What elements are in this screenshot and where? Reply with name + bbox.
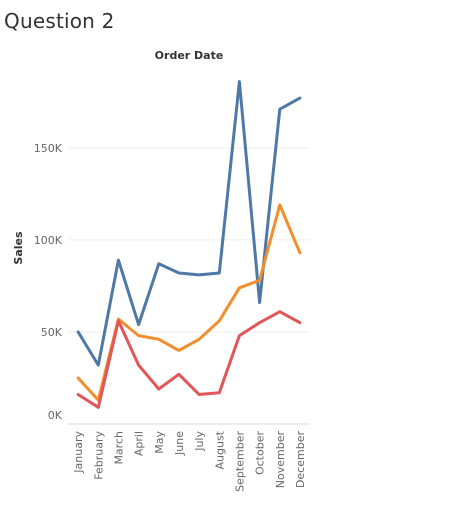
x-tick-label: January bbox=[72, 431, 85, 474]
x-tick-label: November bbox=[274, 431, 287, 489]
chart-title: Order Date bbox=[155, 49, 224, 62]
y-tick-label: 0K bbox=[48, 409, 63, 422]
y-tick-label: 50K bbox=[41, 326, 63, 339]
series-line-3 bbox=[76, 310, 302, 409]
y-tick-label: 100K bbox=[34, 234, 63, 247]
x-tick-label: December bbox=[294, 431, 307, 489]
x-tick-label: July bbox=[193, 431, 206, 452]
x-tick-label: June bbox=[173, 431, 186, 456]
x-tick-label: February bbox=[92, 431, 105, 480]
x-tick-label: October bbox=[254, 431, 267, 475]
series-line-1 bbox=[76, 80, 302, 367]
series-lines bbox=[76, 80, 302, 409]
y-tick-label: 150K bbox=[34, 142, 63, 155]
y-axis-ticks: 0K 50K 100K 150K bbox=[34, 142, 63, 422]
page-title: Question 2 bbox=[4, 9, 115, 33]
x-tick-label: August bbox=[213, 430, 226, 469]
y-axis-title: Sales bbox=[12, 231, 25, 265]
x-tick-label: March bbox=[112, 431, 125, 465]
x-axis-ticks: January February March April May June July Augu… bbox=[72, 430, 307, 491]
x-tick-label: September bbox=[233, 431, 246, 492]
x-tick-label: May bbox=[153, 431, 166, 454]
x-tick-label: April bbox=[133, 431, 146, 456]
